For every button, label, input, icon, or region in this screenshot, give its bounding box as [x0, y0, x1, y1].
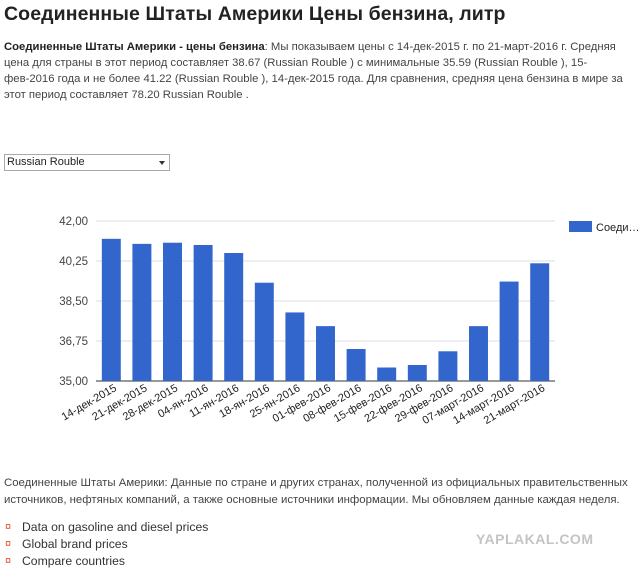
bar [316, 326, 335, 381]
intro-text: : Мы показываем цены с 14-дек-2015 г. по… [4, 41, 623, 101]
links-list: ¤ Data on gasoline and diesel prices ¤ Glo… [4, 519, 208, 570]
watermark-logo: YAPLAKAL.COM [476, 531, 594, 547]
bar [438, 351, 458, 381]
y-tick-label: 36,75 [59, 336, 88, 348]
bar [224, 253, 244, 381]
bullet-icon: ¤ [5, 555, 12, 567]
y-tick-label: 42,00 [59, 216, 88, 228]
chevron-down-icon [159, 161, 165, 165]
bar [530, 263, 550, 381]
y-axis-labels: 42,00 40,25 38,50 36,75 35,00 [59, 216, 88, 388]
price-chart: 42,00 40,25 38,50 36,75 35,00 14-дек-201521-… [59, 216, 640, 427]
currency-select-value: Russian Rouble [7, 156, 85, 168]
page-title: Соединенные Штаты Америки Цены бензина, … [4, 3, 506, 25]
x-axis-labels: 14-дек-201521-дек-201528-дек-201504-ян-2… [60, 382, 548, 427]
intro-paragraph: Соединенные Штаты Америки - цены бензина… [4, 39, 634, 103]
y-tick-label: 38,50 [59, 296, 88, 308]
link-compare-countries[interactable]: Compare countries [22, 554, 125, 568]
bars [101, 238, 550, 381]
y-tick-label: 40,25 [59, 256, 88, 268]
bar [285, 312, 305, 381]
bar [346, 349, 366, 381]
y-tick-label: 35,00 [59, 376, 88, 388]
bar [163, 242, 182, 381]
currency-select[interactable]: Russian Rouble [4, 154, 170, 171]
bullet-icon: ¤ [5, 521, 12, 533]
bar [499, 281, 519, 381]
bar [377, 367, 397, 381]
bar [254, 282, 274, 381]
bar [407, 365, 427, 381]
bar [132, 243, 152, 381]
link-gasoline-diesel[interactable]: Data on gasoline and diesel prices [22, 520, 209, 534]
list-item[interactable]: ¤ Data on gasoline and diesel prices [4, 519, 208, 536]
bar [101, 238, 121, 381]
legend: Соеди… [569, 221, 640, 234]
bar [193, 245, 213, 381]
bullet-icon: ¤ [5, 538, 12, 550]
list-item[interactable]: ¤ Global brand prices [4, 536, 208, 553]
list-item[interactable]: ¤ Compare countries [4, 553, 208, 570]
bar [469, 326, 488, 381]
legend-label: Соеди… [596, 222, 640, 234]
legend-swatch [569, 221, 592, 232]
footer-description: Соединенные Штаты Америки: Данные по стр… [4, 477, 628, 506]
intro-bold: Соединенные Штаты Америки - цены бензина [4, 41, 265, 53]
link-global-brand-prices[interactable]: Global brand prices [22, 537, 128, 551]
